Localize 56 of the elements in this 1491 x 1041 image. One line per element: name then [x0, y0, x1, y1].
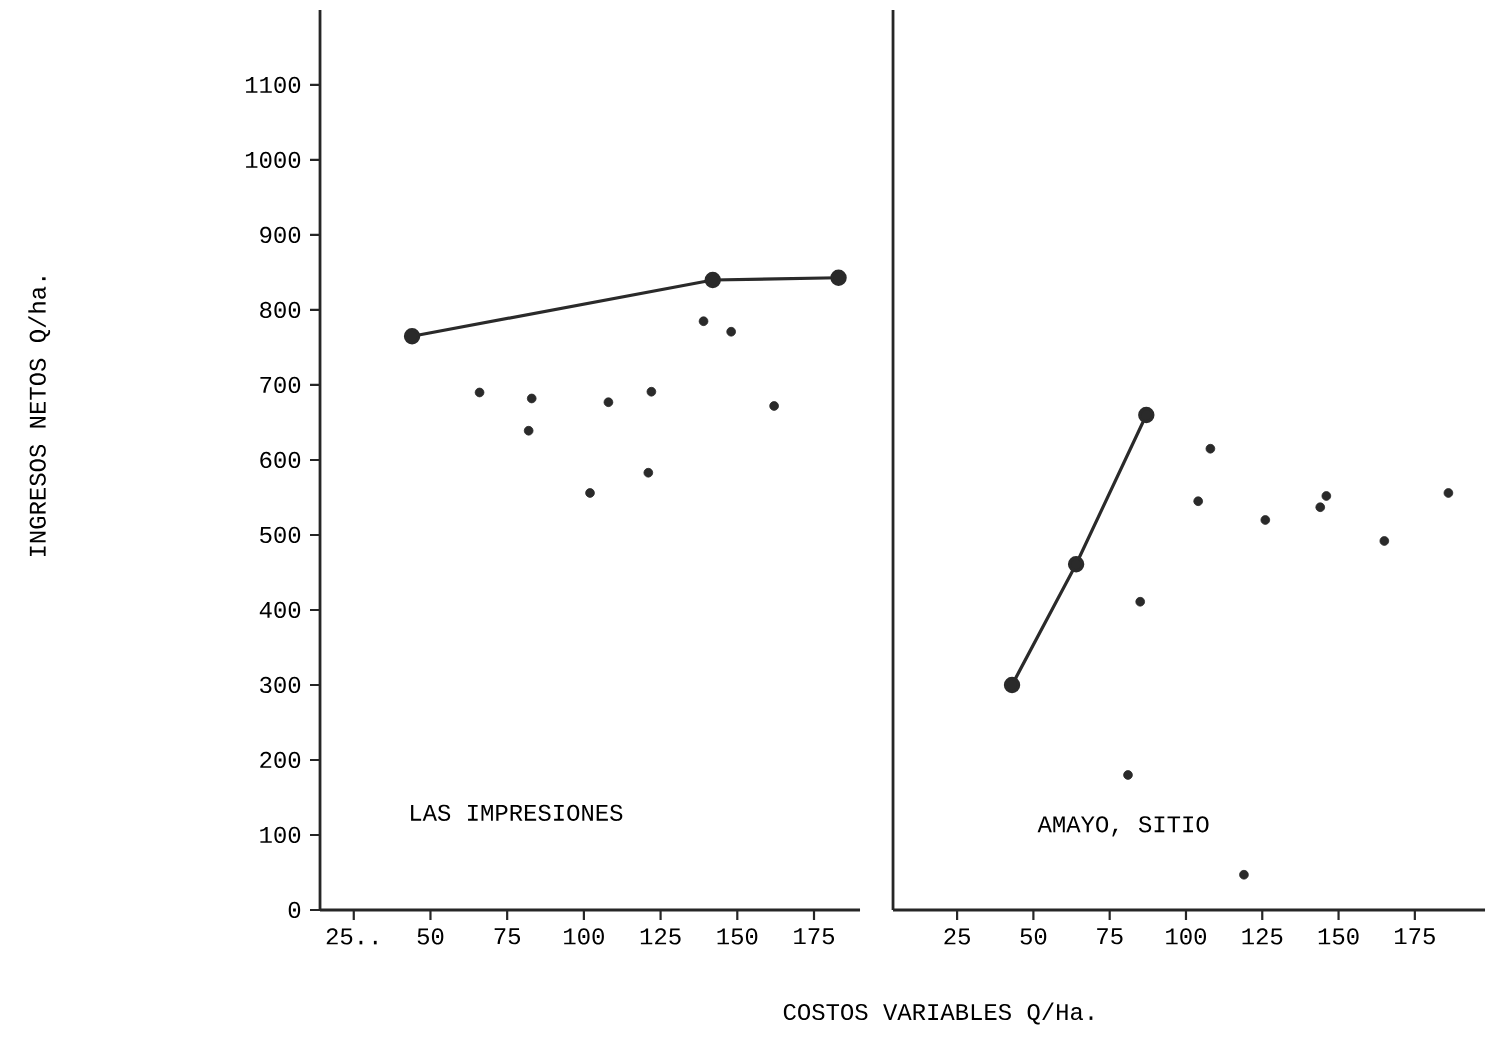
- y-tick-label: 500: [260, 526, 301, 544]
- y-tick-label: 0: [288, 901, 301, 919]
- point: [1379, 536, 1390, 546]
- x-tick-label: 150: [1318, 928, 1359, 945]
- x-tick-label: 25: [944, 928, 970, 945]
- point: [643, 467, 654, 478]
- x-tick-label: 125: [640, 928, 681, 945]
- x-axis-title: COSTOS VARIABLES Q/Ha.: [783, 1002, 1093, 1025]
- x-tick-label: 100: [1166, 928, 1207, 945]
- point: [1239, 869, 1249, 880]
- point: [1321, 491, 1332, 501]
- y-tick-label: 200: [260, 751, 301, 769]
- point: [1003, 676, 1021, 694]
- point: [523, 425, 534, 436]
- point: [1135, 596, 1146, 607]
- annotation: AMAYO, SITIO: [1037, 816, 1209, 837]
- y-tick-label: 1100: [245, 76, 301, 94]
- x-tick-label: 175: [794, 928, 835, 945]
- point: [1067, 556, 1085, 573]
- x-tick-label: 100: [564, 928, 604, 945]
- point: [1205, 443, 1216, 454]
- point: [1193, 496, 1203, 507]
- y-tick-label: 400: [259, 601, 301, 619]
- point: [403, 328, 421, 345]
- point: [646, 386, 657, 397]
- y-axis-title: INGRESOS NETOS Q/ha.: [28, 277, 51, 557]
- point: [704, 271, 721, 289]
- y-tick-label: 700: [260, 376, 301, 394]
- annotation: LAS IMPRESIONES: [411, 804, 623, 821]
- point: [1260, 515, 1271, 525]
- y-tick-label: 800: [260, 301, 301, 319]
- x-tick-label: 150: [717, 928, 758, 945]
- x-tick-label: 50: [417, 928, 444, 945]
- point: [585, 488, 595, 498]
- point: [1138, 406, 1155, 424]
- point: [1123, 770, 1133, 780]
- point: [726, 326, 736, 337]
- point: [1315, 502, 1326, 513]
- point: [526, 393, 537, 404]
- x-tick-label: 75: [494, 928, 521, 945]
- point: [1443, 488, 1454, 498]
- x-tick-label: 175: [1395, 928, 1435, 945]
- y-tick-label: 600: [260, 451, 301, 469]
- point: [474, 387, 485, 398]
- y-tick-label: 100: [260, 826, 301, 844]
- x-tick-label: 50: [1020, 928, 1047, 945]
- point: [698, 316, 709, 327]
- x-tick-label: 75: [1097, 928, 1123, 945]
- y-tick-label: 1000: [245, 151, 301, 169]
- x-tick-label: 25..: [326, 928, 377, 945]
- point: [830, 269, 847, 286]
- point: [603, 397, 614, 408]
- point: [769, 401, 779, 411]
- x-tick-label: 125: [1242, 928, 1283, 945]
- y-tick-label: 900: [260, 226, 301, 244]
- y-tick-label: 300: [260, 676, 301, 694]
